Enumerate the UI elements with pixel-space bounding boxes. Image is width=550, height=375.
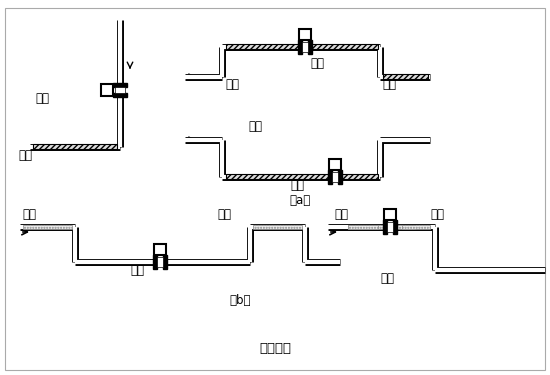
Text: 正确: 正确 — [35, 92, 49, 105]
Bar — [154, 244, 166, 255]
Text: 气泡: 气泡 — [22, 208, 36, 221]
Bar — [328, 170, 332, 184]
Text: （a）: （a） — [289, 194, 311, 207]
Text: 液体: 液体 — [382, 78, 396, 91]
Bar — [383, 74, 428, 79]
Text: 气泡: 气泡 — [217, 208, 231, 221]
Text: 正确: 正确 — [310, 57, 324, 70]
Bar — [153, 255, 157, 269]
Bar — [113, 83, 127, 87]
Bar — [113, 93, 127, 97]
Bar — [115, 87, 125, 93]
Text: 液体: 液体 — [18, 149, 32, 162]
Text: 错误: 错误 — [248, 120, 262, 133]
Bar — [393, 220, 397, 234]
Bar — [253, 225, 302, 229]
Bar — [163, 255, 167, 269]
Bar — [383, 220, 387, 234]
Bar — [298, 40, 302, 54]
Bar — [348, 225, 378, 229]
Text: 液体: 液体 — [225, 78, 239, 91]
Text: 错误: 错误 — [380, 272, 394, 285]
Text: 气泡: 气泡 — [334, 208, 348, 221]
Bar — [402, 225, 430, 229]
Bar — [33, 144, 117, 149]
Bar — [384, 209, 396, 220]
Text: 气泡: 气泡 — [430, 208, 444, 221]
Bar — [302, 42, 308, 52]
Bar — [308, 40, 312, 54]
Text: 液体: 液体 — [290, 179, 304, 192]
Bar — [157, 257, 163, 267]
Bar — [23, 225, 72, 229]
Text: 图（四）: 图（四） — [259, 342, 291, 355]
Bar — [348, 225, 415, 229]
Bar — [329, 159, 341, 170]
Bar — [332, 172, 338, 182]
Bar — [299, 29, 311, 40]
Text: （b）: （b） — [229, 294, 251, 307]
Bar — [226, 174, 378, 179]
Bar — [338, 170, 342, 184]
Bar — [101, 84, 113, 96]
Text: 正确: 正确 — [130, 264, 144, 277]
Bar — [387, 222, 393, 232]
Bar — [226, 44, 378, 49]
